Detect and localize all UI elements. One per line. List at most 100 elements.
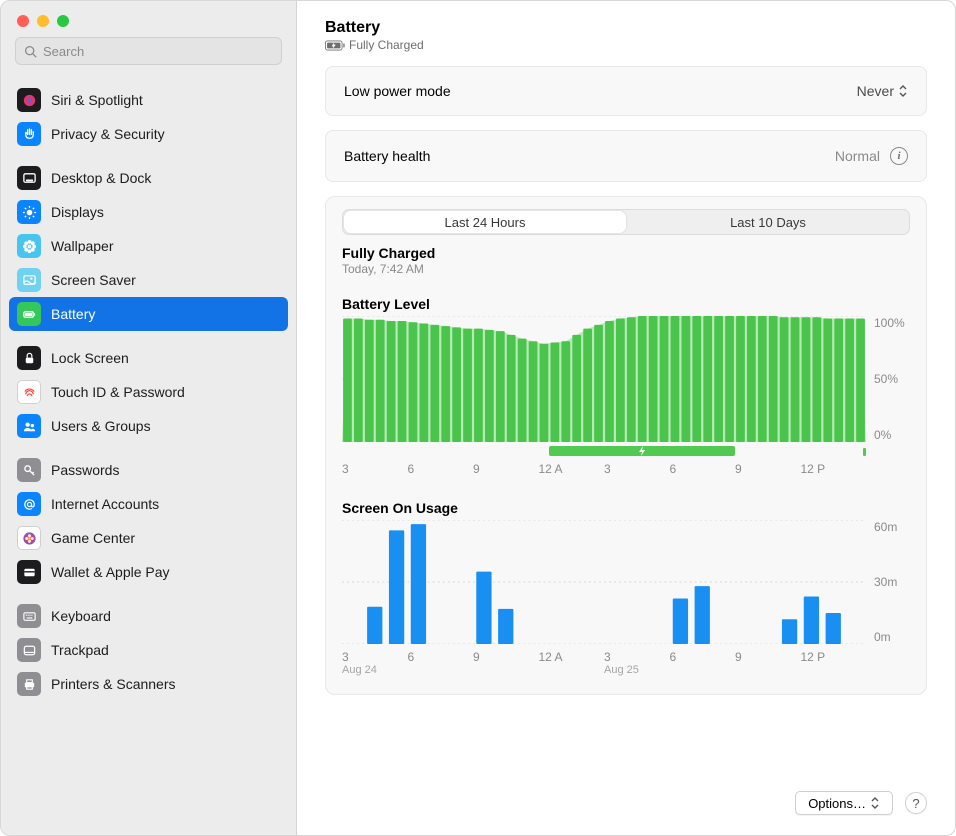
tab-last-24-hours[interactable]: Last 24 Hours (344, 211, 626, 233)
gamectr-icon (17, 526, 41, 550)
low-power-row: Low power mode Never (326, 67, 926, 115)
sidebar-item-label: Touch ID & Password (51, 384, 185, 400)
chevron-updown-icon (870, 796, 880, 810)
search-icon (24, 45, 37, 58)
x-tick-label: 9 (473, 462, 539, 476)
usage-y-axis: 60m30m0m (866, 520, 910, 644)
charge-status-title: Fully Charged (342, 245, 910, 261)
x-tick-label: 12 A (539, 462, 605, 476)
x-tick-label: 6 (408, 462, 474, 476)
screen-usage-svg (342, 520, 866, 644)
sidebar-item-label: Wallet & Apple Pay (51, 564, 170, 580)
trackpad-icon (17, 638, 41, 662)
x-tick-label: 6 (670, 462, 736, 476)
tab-last-10-days[interactable]: Last 10 Days (627, 210, 909, 234)
sidebar-item-wallpaper[interactable]: Wallpaper (9, 229, 288, 263)
minimize-button[interactable] (37, 15, 49, 27)
y-tick-label: 30m (874, 575, 910, 589)
x-tick-label: 6 (408, 650, 474, 664)
battery-health-row: Battery health Normal i (326, 131, 926, 181)
sidebar-item-label: Wallpaper (51, 238, 114, 254)
battery-level-chart: 100%50%0% (342, 316, 910, 442)
screen-usage-chart: 60m30m0m (342, 520, 910, 644)
page-title: Battery (325, 19, 927, 37)
charge-status: Fully Charged Today, 7:42 AM (342, 245, 910, 276)
screensaver-icon (17, 268, 41, 292)
sidebar-item-battery[interactable]: Battery (9, 297, 288, 331)
sidebar-item-label: Passwords (51, 462, 119, 478)
charging-indicator-tail (863, 448, 866, 456)
dock-icon (17, 166, 41, 190)
x-tick-label: 3 (342, 462, 408, 476)
lock-icon (17, 346, 41, 370)
battery-x-axis: 36912 A36912 P (342, 462, 910, 476)
search-container: Search (1, 27, 296, 73)
sidebar-item-desktop-dock[interactable]: Desktop & Dock (9, 161, 288, 195)
battery-health-label: Battery health (344, 148, 430, 164)
sidebar-item-label: Game Center (51, 530, 135, 546)
x-tick-label: 9 (735, 650, 801, 664)
x-tick-label: 12 P (801, 650, 867, 664)
search-input[interactable]: Search (15, 37, 282, 65)
battery-icon (17, 302, 41, 326)
hand-icon (17, 122, 41, 146)
y-tick-label: 60m (874, 520, 910, 534)
main-content: Battery Fully Charged Low power mode Nev… (297, 1, 955, 835)
time-range-segmented: Last 24 HoursLast 10 Days (342, 209, 910, 235)
help-button[interactable]: ? (905, 792, 927, 814)
fingerprint-icon (17, 380, 41, 404)
sidebar-item-label: Displays (51, 204, 104, 220)
sidebar-item-siri-spotlight[interactable]: Siri & Spotlight (9, 83, 288, 117)
page-subtitle: Fully Charged (325, 38, 927, 52)
chevron-updown-icon (898, 84, 908, 98)
info-icon[interactable]: i (890, 147, 908, 165)
zoom-button[interactable] (57, 15, 69, 27)
window-controls (1, 1, 296, 27)
sidebar-item-touch-id-password[interactable]: Touch ID & Password (9, 375, 288, 409)
options-button[interactable]: Options… (795, 791, 893, 815)
battery-health-panel: Battery health Normal i (325, 130, 927, 182)
battery-status-icon (325, 40, 345, 51)
sidebar-item-users-groups[interactable]: Users & Groups (9, 409, 288, 443)
sidebar-item-keyboard[interactable]: Keyboard (9, 599, 288, 633)
y-tick-label: 50% (874, 372, 910, 386)
charging-indicator (549, 446, 735, 456)
sidebar-item-displays[interactable]: Displays (9, 195, 288, 229)
close-button[interactable] (17, 15, 29, 27)
page-header: Battery Fully Charged (325, 19, 927, 52)
sidebar-item-game-center[interactable]: Game Center (9, 521, 288, 555)
sidebar: Search Siri & Spotlight Privacy & Securit… (1, 1, 297, 835)
low-power-select[interactable]: Never (857, 83, 908, 99)
sidebar-item-lock-screen[interactable]: Lock Screen (9, 341, 288, 375)
wallet-icon (17, 560, 41, 584)
printer-icon (17, 672, 41, 696)
sidebar-item-label: Siri & Spotlight (51, 92, 143, 108)
x-tick-label: 3 (342, 650, 408, 664)
x-tick-label: 3 (604, 650, 670, 664)
sidebar-item-passwords[interactable]: Passwords (9, 453, 288, 487)
sidebar-item-label: Screen Saver (51, 272, 136, 288)
keyboard-icon (17, 604, 41, 628)
users-icon (17, 414, 41, 438)
x-tick-label: 3 (604, 462, 670, 476)
sidebar-item-label: Users & Groups (51, 418, 151, 434)
usage-x-axis: 36912 A36912 P (342, 650, 910, 664)
sidebar-item-screen-saver[interactable]: Screen Saver (9, 263, 288, 297)
sidebar-item-privacy-security[interactable]: Privacy & Security (9, 117, 288, 151)
sidebar-item-wallet-apple-pay[interactable]: Wallet & Apple Pay (9, 555, 288, 589)
sidebar-list: Siri & Spotlight Privacy & Security Deskto… (1, 73, 296, 711)
x-tick-label: 6 (670, 650, 736, 664)
battery-health-value: Normal (835, 148, 880, 164)
at-icon (17, 492, 41, 516)
sidebar-item-trackpad[interactable]: Trackpad (9, 633, 288, 667)
usage-date-row: Aug 24Aug 25 (342, 664, 910, 676)
sidebar-item-label: Printers & Scanners (51, 676, 176, 692)
x-tick-label: 12 A (539, 650, 605, 664)
sidebar-item-internet-accounts[interactable]: Internet Accounts (9, 487, 288, 521)
system-settings-window: Search Siri & Spotlight Privacy & Securit… (0, 0, 956, 836)
sidebar-item-printers-scanners[interactable]: Printers & Scanners (9, 667, 288, 701)
footer: Options… ? (325, 777, 927, 815)
siri-icon (17, 88, 41, 112)
battery-level-svg (342, 316, 866, 442)
battery-level-title: Battery Level (342, 296, 910, 312)
